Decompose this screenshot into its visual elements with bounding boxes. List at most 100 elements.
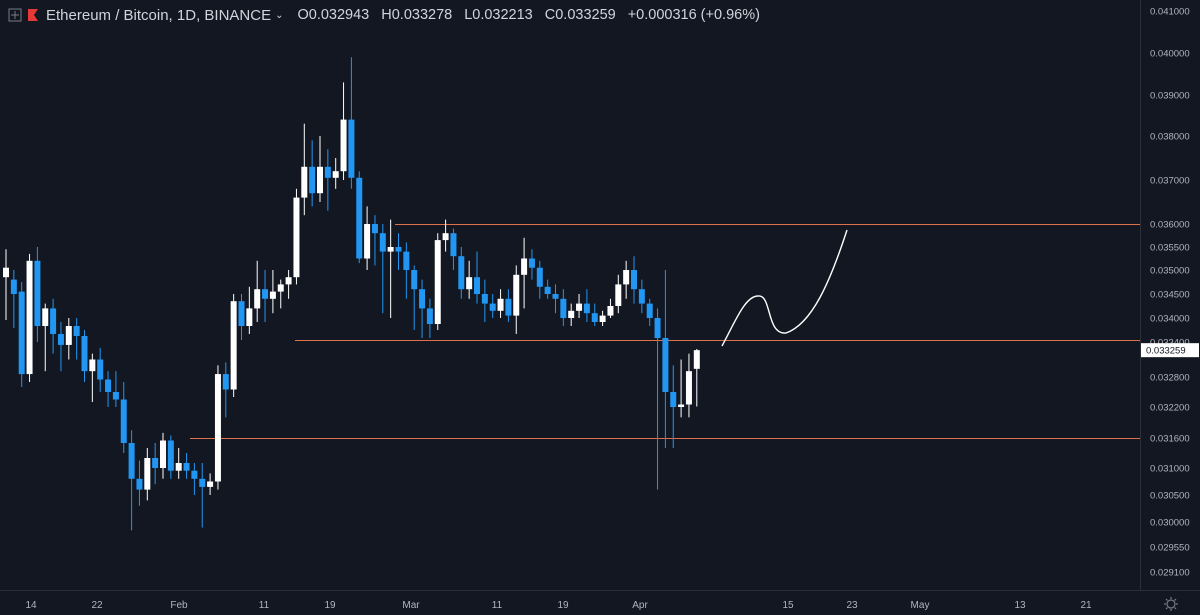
- candle[interactable]: [152, 443, 159, 485]
- candle[interactable]: [528, 249, 535, 280]
- forecast-drawing[interactable]: [721, 229, 848, 347]
- candle[interactable]: [678, 359, 685, 418]
- candle[interactable]: [411, 265, 418, 330]
- candle[interactable]: [120, 382, 127, 453]
- candle[interactable]: [481, 279, 488, 322]
- candle[interactable]: [426, 298, 433, 338]
- candle[interactable]: [293, 188, 300, 285]
- candle[interactable]: [662, 270, 669, 448]
- candle[interactable]: [364, 206, 371, 270]
- candle[interactable]: [591, 303, 598, 326]
- candle[interactable]: [403, 242, 410, 299]
- candle[interactable]: [615, 274, 622, 314]
- candle[interactable]: [489, 294, 496, 318]
- candle-body: [348, 119, 355, 178]
- candle[interactable]: [685, 353, 692, 418]
- candle[interactable]: [332, 158, 339, 189]
- candle[interactable]: [3, 249, 9, 320]
- candle[interactable]: [623, 260, 630, 299]
- chevron-down-icon[interactable]: ⌄: [275, 9, 284, 21]
- candle[interactable]: [371, 215, 378, 266]
- candle[interactable]: [26, 253, 33, 382]
- candle[interactable]: [191, 463, 198, 495]
- candle[interactable]: [442, 219, 449, 252]
- candle[interactable]: [317, 136, 323, 202]
- high-value: H0.033278: [381, 7, 453, 23]
- candle[interactable]: [10, 270, 17, 328]
- candle[interactable]: [646, 298, 653, 326]
- candle[interactable]: [199, 463, 206, 528]
- candle[interactable]: [34, 247, 41, 342]
- candle[interactable]: [324, 149, 331, 211]
- expand-icon[interactable]: [8, 8, 22, 22]
- candle[interactable]: [57, 322, 64, 372]
- candle[interactable]: [97, 347, 104, 392]
- candle[interactable]: [583, 289, 590, 322]
- candle[interactable]: [81, 330, 88, 382]
- candle[interactable]: [89, 353, 96, 402]
- candle[interactable]: [301, 123, 308, 216]
- candle[interactable]: [175, 448, 182, 479]
- candle[interactable]: [599, 310, 606, 326]
- candle[interactable]: [474, 251, 480, 304]
- candle[interactable]: [277, 279, 284, 309]
- candle[interactable]: [136, 460, 143, 506]
- candle[interactable]: [497, 289, 504, 318]
- candle[interactable]: [183, 453, 190, 479]
- candle[interactable]: [693, 349, 700, 407]
- candle[interactable]: [207, 473, 214, 495]
- candle-body: [222, 374, 229, 390]
- candle[interactable]: [544, 279, 551, 299]
- candle[interactable]: [654, 308, 661, 490]
- candle[interactable]: [450, 228, 457, 270]
- candle[interactable]: [167, 435, 174, 479]
- candle[interactable]: [65, 318, 72, 360]
- candle[interactable]: [466, 260, 473, 299]
- candle[interactable]: [521, 237, 528, 309]
- candle[interactable]: [419, 279, 426, 338]
- candle[interactable]: [144, 448, 151, 501]
- candle[interactable]: [285, 270, 292, 299]
- candle[interactable]: [222, 362, 229, 418]
- candle[interactable]: [128, 430, 135, 531]
- candle[interactable]: [560, 289, 567, 326]
- candle[interactable]: [238, 294, 245, 340]
- candle[interactable]: [670, 365, 677, 448]
- candle[interactable]: [42, 303, 49, 372]
- candle[interactable]: [309, 140, 316, 207]
- candle[interactable]: [568, 303, 575, 326]
- candle[interactable]: [638, 279, 645, 314]
- candle[interactable]: [262, 270, 269, 322]
- candle[interactable]: [505, 289, 512, 322]
- candle[interactable]: [552, 284, 559, 314]
- candle-body: [497, 298, 504, 311]
- candle[interactable]: [340, 82, 347, 180]
- candle[interactable]: [434, 233, 441, 330]
- candle[interactable]: [269, 270, 276, 314]
- symbol-title[interactable]: Ethereum / Bitcoin, 1D, BINANCE: [46, 6, 272, 24]
- candle[interactable]: [576, 294, 583, 318]
- candle[interactable]: [246, 286, 253, 334]
- candle[interactable]: [348, 57, 355, 189]
- candle[interactable]: [379, 224, 386, 314]
- candle[interactable]: [536, 260, 543, 299]
- candle[interactable]: [230, 294, 237, 397]
- candle[interactable]: [254, 260, 261, 322]
- candle[interactable]: [387, 219, 394, 318]
- candle[interactable]: [160, 432, 166, 479]
- candle[interactable]: [395, 233, 402, 270]
- candle[interactable]: [112, 371, 119, 407]
- candle[interactable]: [631, 256, 637, 304]
- candle[interactable]: [214, 365, 221, 490]
- candle[interactable]: [18, 282, 25, 387]
- candle[interactable]: [458, 247, 465, 299]
- gear-icon[interactable]: [1164, 597, 1178, 611]
- candle[interactable]: [356, 171, 363, 264]
- candle[interactable]: [607, 298, 614, 318]
- candle[interactable]: [513, 265, 520, 334]
- candle[interactable]: [105, 371, 112, 407]
- candle[interactable]: [50, 298, 57, 354]
- flag-icon[interactable]: [28, 9, 38, 21]
- candle[interactable]: [73, 318, 80, 360]
